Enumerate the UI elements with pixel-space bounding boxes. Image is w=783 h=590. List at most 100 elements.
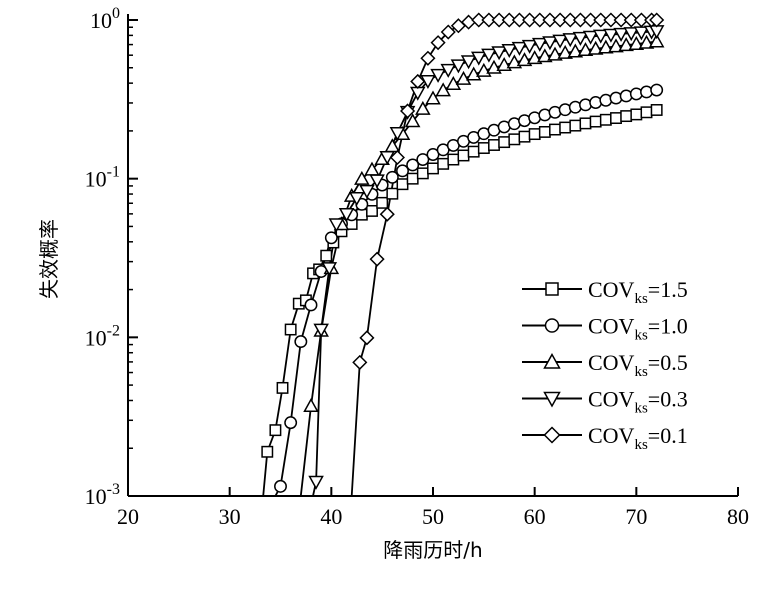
y-tick-exponent: 0 xyxy=(112,5,120,22)
data-point xyxy=(613,27,629,42)
data-point xyxy=(352,354,368,370)
data-point xyxy=(547,46,563,61)
legend-label-value: =1.0 xyxy=(648,314,688,339)
data-point xyxy=(603,12,619,28)
data-point xyxy=(320,249,333,262)
data-point xyxy=(623,27,640,42)
y-tick-label: 10-2 xyxy=(85,322,120,350)
data-point xyxy=(640,106,653,119)
data-point xyxy=(579,117,592,130)
data-point xyxy=(400,103,416,119)
data-point xyxy=(531,37,548,52)
data-point xyxy=(324,231,338,245)
data-point xyxy=(630,108,643,121)
data-point xyxy=(501,43,518,58)
data-point xyxy=(355,208,368,221)
data-point xyxy=(359,330,375,346)
data-point xyxy=(481,12,497,28)
data-point xyxy=(477,142,490,154)
data-point xyxy=(610,112,622,125)
data-point xyxy=(269,424,282,437)
data-point xyxy=(369,174,385,189)
data-point xyxy=(501,12,517,28)
data-point xyxy=(437,157,450,170)
data-point xyxy=(404,113,421,128)
data-point xyxy=(491,46,507,61)
legend-label: COVks=0.5 xyxy=(588,350,688,380)
data-point xyxy=(389,149,405,166)
legend-label-value: =0.1 xyxy=(648,423,688,448)
legend-label-sub: ks xyxy=(634,401,648,417)
y-tick-base: 10 xyxy=(90,8,112,33)
data-point xyxy=(633,12,649,28)
data-point xyxy=(628,35,645,50)
y-tick-base: 10 xyxy=(85,325,107,350)
legend-marker xyxy=(544,318,560,333)
legend-label: COVks=0.3 xyxy=(588,387,688,417)
data-point xyxy=(471,12,487,28)
data-point xyxy=(638,34,655,49)
data-point xyxy=(537,48,553,63)
data-point xyxy=(589,115,602,128)
y-tick-label: 100 xyxy=(90,5,120,33)
data-point xyxy=(542,12,558,28)
data-point xyxy=(294,335,308,349)
legend-label-value: =1.5 xyxy=(648,277,688,302)
data-point xyxy=(532,12,548,28)
legend-label: COVks=0.1 xyxy=(588,423,688,453)
data-point xyxy=(608,38,624,53)
data-point xyxy=(613,12,629,28)
legend-label: COVks=1.5 xyxy=(588,277,688,307)
data-point xyxy=(308,475,324,490)
data-point xyxy=(354,170,370,185)
data-point xyxy=(359,184,375,199)
data-point xyxy=(603,28,619,43)
data-point xyxy=(516,52,533,67)
data-point xyxy=(415,100,431,115)
data-point xyxy=(447,153,460,166)
data-point xyxy=(538,125,551,138)
data-point xyxy=(410,73,426,89)
data-point xyxy=(609,91,623,105)
series-line-5 xyxy=(350,20,657,496)
data-point xyxy=(587,40,604,55)
x-axis: 20 30 40 50 60 70 80 xyxy=(117,487,749,529)
y-tick-label: 10-3 xyxy=(85,481,120,509)
data-point xyxy=(522,12,538,28)
legend-label-main: COV xyxy=(588,423,635,448)
data-point xyxy=(623,12,639,28)
data-point xyxy=(470,51,487,66)
y-tick-label: 10-1 xyxy=(85,164,120,192)
x-tick-label: 70 xyxy=(625,504,647,529)
data-point xyxy=(562,12,578,28)
data-point xyxy=(582,30,599,45)
data-point xyxy=(557,44,573,59)
data-point xyxy=(396,178,409,191)
legend-label-value: =0.3 xyxy=(648,387,688,412)
data-point xyxy=(389,127,406,142)
x-tick-label: 50 xyxy=(422,504,444,529)
data-point xyxy=(567,43,584,58)
x-tick-label: 40 xyxy=(320,504,342,529)
data-point xyxy=(379,206,395,222)
data-point xyxy=(521,39,538,54)
data-point xyxy=(338,208,355,223)
y-tick-exponent: -1 xyxy=(107,164,120,181)
data-point xyxy=(518,130,531,143)
legend-label-main: COV xyxy=(588,350,635,375)
data-point xyxy=(304,298,318,312)
data-point xyxy=(406,172,419,185)
data-point xyxy=(528,128,541,141)
data-point xyxy=(313,323,329,338)
data-point xyxy=(599,113,612,126)
data-point xyxy=(420,50,436,66)
data-point xyxy=(583,12,599,28)
y-tick-exponent: -3 xyxy=(107,481,120,498)
data-point xyxy=(467,145,480,158)
data-point xyxy=(376,196,389,209)
data-point xyxy=(649,12,665,28)
data-point xyxy=(430,68,446,83)
data-point xyxy=(348,191,365,206)
